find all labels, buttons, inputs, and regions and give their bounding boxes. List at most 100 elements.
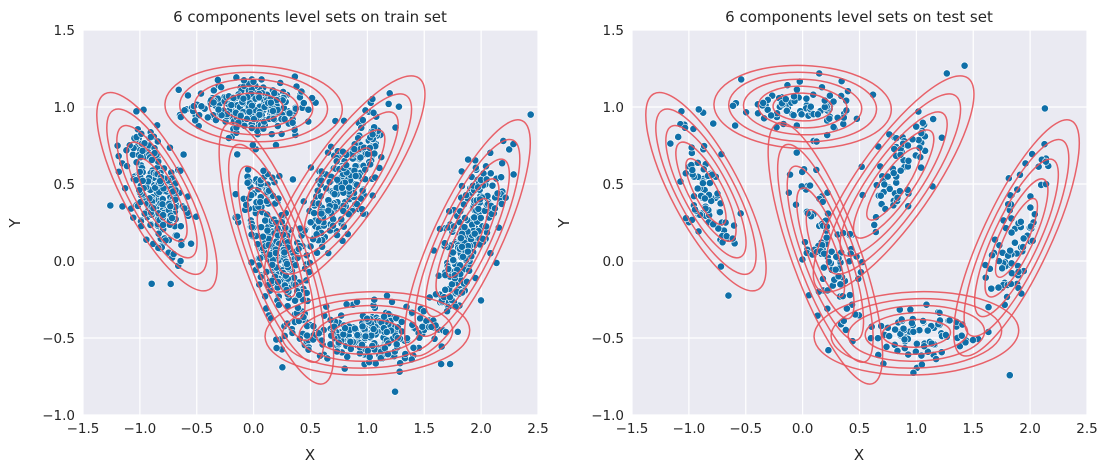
data-point bbox=[309, 322, 318, 331]
data-point bbox=[470, 213, 479, 222]
data-point bbox=[477, 296, 485, 305]
data-point bbox=[288, 118, 297, 127]
data-point bbox=[317, 209, 326, 218]
contour-level bbox=[264, 290, 471, 376]
data-point bbox=[203, 113, 212, 122]
data-point bbox=[239, 94, 248, 103]
data-point bbox=[176, 222, 185, 231]
x-tick-label: 1.0 bbox=[357, 421, 378, 437]
data-point bbox=[363, 314, 372, 323]
x-tick-label: 2.5 bbox=[527, 421, 548, 437]
data-point bbox=[1040, 104, 1049, 113]
data-point bbox=[935, 308, 944, 317]
data-point bbox=[437, 342, 446, 351]
data-point bbox=[358, 116, 367, 124]
contour-level bbox=[96, 91, 218, 292]
data-point bbox=[793, 85, 801, 94]
data-point bbox=[356, 153, 365, 162]
contour-level bbox=[767, 121, 884, 385]
contour-level bbox=[847, 304, 986, 362]
data-point bbox=[409, 343, 418, 352]
component-contours bbox=[264, 290, 471, 376]
x-tick-label: −1.5 bbox=[616, 421, 649, 437]
data-point bbox=[689, 125, 698, 133]
data-point bbox=[304, 105, 313, 114]
data-point bbox=[361, 332, 370, 341]
contour-level bbox=[727, 71, 878, 143]
contour-level bbox=[247, 187, 306, 320]
y-tick-label: 1.0 bbox=[603, 100, 624, 116]
data-point bbox=[269, 107, 277, 115]
data-point bbox=[443, 307, 451, 316]
data-point bbox=[154, 229, 163, 238]
data-point bbox=[789, 111, 798, 120]
contour-level bbox=[963, 138, 1070, 338]
y-tick-label: −0.5 bbox=[42, 331, 75, 347]
data-point bbox=[960, 61, 969, 70]
data-point bbox=[384, 99, 393, 108]
data-point bbox=[330, 190, 339, 199]
data-point bbox=[463, 247, 472, 256]
data-point bbox=[255, 110, 264, 119]
x-tick-label: 0.5 bbox=[300, 421, 321, 437]
data-point bbox=[918, 118, 927, 127]
contour-level bbox=[208, 85, 299, 129]
data-point bbox=[885, 332, 894, 340]
y-tick-label: 0.5 bbox=[603, 177, 624, 193]
component-contours bbox=[164, 64, 344, 150]
data-point bbox=[179, 150, 188, 159]
contour-level bbox=[223, 92, 284, 122]
data-point bbox=[259, 124, 268, 133]
data-point bbox=[338, 183, 346, 192]
data-point bbox=[449, 256, 458, 264]
data-point bbox=[285, 109, 294, 118]
contour-level bbox=[298, 304, 437, 362]
data-point bbox=[806, 102, 815, 111]
data-point bbox=[227, 101, 236, 109]
x-axis-label: X bbox=[305, 446, 315, 464]
contour-level bbox=[281, 297, 454, 369]
data-point bbox=[272, 344, 281, 352]
data-point bbox=[870, 221, 879, 229]
data-point bbox=[825, 91, 834, 100]
data-point bbox=[341, 324, 350, 333]
data-point bbox=[693, 184, 702, 193]
data-point bbox=[138, 146, 147, 155]
data-point bbox=[729, 101, 737, 110]
data-point bbox=[919, 317, 927, 325]
contour-level bbox=[218, 121, 335, 385]
data-point bbox=[969, 336, 977, 344]
data-point bbox=[486, 148, 495, 157]
y-axis-label: Y bbox=[6, 218, 24, 229]
data-point bbox=[998, 264, 1007, 273]
y-tick-label: 0.5 bbox=[54, 177, 75, 193]
data-point bbox=[306, 218, 315, 227]
y-tick-label: 1.5 bbox=[54, 23, 75, 39]
data-point bbox=[896, 150, 905, 159]
data-point bbox=[259, 166, 268, 175]
data-point bbox=[391, 387, 399, 396]
data-point bbox=[724, 291, 733, 300]
data-point bbox=[168, 214, 176, 222]
data-point bbox=[209, 86, 218, 95]
data-point bbox=[505, 145, 514, 154]
data-point bbox=[358, 322, 367, 331]
contour-level bbox=[952, 119, 1081, 357]
contour-level bbox=[237, 165, 316, 342]
data-point bbox=[942, 69, 951, 78]
data-point bbox=[1010, 238, 1019, 247]
x-tick-label: 0.0 bbox=[792, 421, 813, 437]
data-point bbox=[1007, 228, 1016, 237]
data-point bbox=[191, 116, 200, 125]
data-point bbox=[382, 328, 391, 336]
data-point bbox=[166, 280, 175, 288]
data-point bbox=[1016, 217, 1025, 226]
data-point bbox=[346, 337, 355, 346]
component-contours bbox=[645, 91, 767, 292]
data-point bbox=[694, 105, 703, 114]
data-point bbox=[303, 331, 311, 340]
data-point bbox=[459, 252, 467, 261]
data-point bbox=[350, 324, 359, 333]
contour-level bbox=[984, 178, 1049, 298]
